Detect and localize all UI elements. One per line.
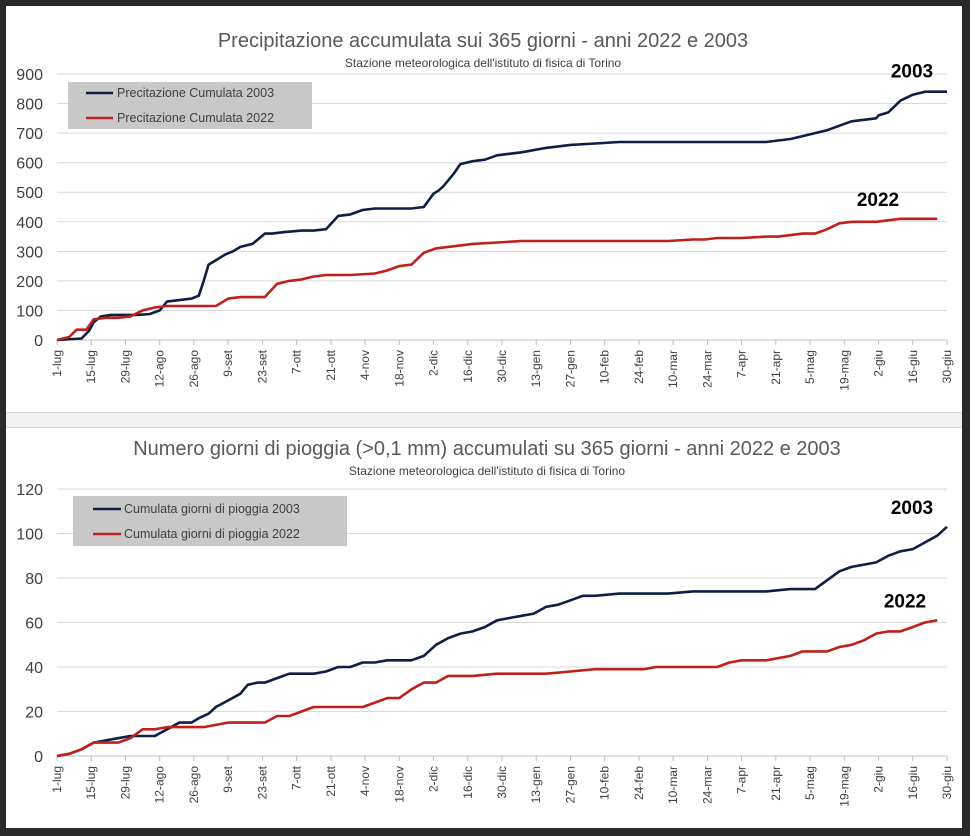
x-tick-label: 15-lug [84, 350, 98, 383]
x-tick-label: 23-set [255, 765, 269, 799]
chart-separator [6, 412, 962, 428]
x-tick-label: 16-giu [906, 766, 920, 799]
legend: Precitazione Cumulata 2003 Precitazione … [68, 82, 312, 129]
y-tick-label: 600 [16, 156, 43, 173]
x-tick-label: 16-giu [906, 350, 920, 383]
y-tick-label: 100 [16, 527, 43, 544]
x-tick-label: 26-ago [187, 766, 201, 804]
x-tick-label: 9-set [221, 765, 235, 792]
y-tick-label: 20 [25, 705, 43, 722]
grid-lines [57, 73, 947, 341]
axis: 0 20 40 60 80 100 120 1-lug 15-lug 29-lug 12-ago 26… [16, 482, 954, 807]
x-tick-label: 7-ott [290, 349, 304, 374]
x-tick-label: 4-nov [358, 766, 372, 796]
x-tick-label: 24-feb [632, 766, 646, 800]
x-tick-label: 18-nov [392, 350, 406, 387]
x-tick-label: 16-dic [461, 766, 475, 799]
series-line-2003 [56, 525, 948, 758]
chart-subtitle: Stazione meteorologica dell'istituto di … [345, 56, 622, 70]
x-tick-label: 24-mar [700, 766, 714, 804]
x-tick-label: 21-apr [769, 766, 783, 801]
y-tick-label: 0 [34, 749, 43, 766]
x-tick-label: 2-dic [427, 766, 441, 792]
chart-subtitle: Stazione meteorologica dell'istituto di … [349, 464, 626, 478]
series-end-label-2003: 2003 [891, 62, 933, 83]
x-tick-label: 13-gen [529, 766, 543, 803]
x-tick-label: 4-nov [358, 350, 372, 380]
x-tick-label: 10-mar [666, 350, 680, 388]
x-tick-label: 30-dic [495, 766, 509, 799]
x-tick-label: 27-gen [563, 350, 577, 387]
x-tick-label: 13-gen [529, 350, 543, 387]
y-tick-label: 60 [25, 616, 43, 633]
x-tick-label: 10-feb [598, 766, 612, 800]
legend-background [73, 496, 347, 546]
legend-label-2003: Precitazione Cumulata 2003 [117, 86, 274, 100]
y-tick-label: 300 [16, 244, 43, 261]
x-tick-label: 16-dic [461, 350, 475, 383]
x-tick-label: 24-feb [632, 350, 646, 384]
y-tick-label: 120 [16, 482, 43, 499]
x-tick-label: 29-lug [118, 766, 132, 799]
x-tick-label: 18-nov [392, 766, 406, 803]
y-tick-label: 500 [16, 185, 43, 202]
x-tick-label: 1-lug [50, 766, 64, 793]
y-tick-label: 0 [34, 333, 43, 350]
x-tick-label: 30-dic [495, 350, 509, 383]
x-tick-label: 21-ott [324, 349, 338, 380]
legend-label-2022: Precitazione Cumulata 2022 [117, 111, 274, 125]
x-tick-label: 1-lug [50, 350, 64, 377]
x-tick-label: 10-mar [666, 766, 680, 804]
legend: Cumulata giorni di pioggia 2003 Cumulata… [73, 496, 347, 546]
x-tick-label: 2-giu [872, 766, 886, 793]
x-tick-label: 2-giu [872, 350, 886, 377]
series-line-2003 [56, 90, 947, 342]
y-tick-label: 400 [16, 215, 43, 232]
series-end-label-2022: 2022 [857, 190, 899, 211]
legend-background [68, 82, 312, 129]
y-tick-label: 80 [25, 571, 43, 588]
y-tick-label: 100 [16, 303, 43, 320]
x-tick-label: 19-mag [837, 350, 851, 391]
x-tick-label: 26-ago [187, 350, 201, 388]
series-line-2022 [56, 619, 938, 758]
x-tick-label: 12-ago [153, 766, 167, 804]
x-tick-label: 9-set [221, 349, 235, 376]
x-tick-label: 27-gen [563, 766, 577, 803]
legend-label-2003: Cumulata giorni di pioggia 2003 [124, 502, 300, 516]
x-tick-label: 15-lug [84, 766, 98, 799]
x-tick-label: 10-feb [598, 350, 612, 384]
y-tick-label: 800 [16, 97, 43, 114]
series-group: 2003 2022 [56, 498, 948, 758]
chart-title: Precipitazione accumulata sui 365 giorni… [218, 30, 748, 52]
x-tick-label: 21-apr [769, 350, 783, 385]
x-tick-label: 5-mag [803, 350, 817, 384]
series-end-label-2003: 2003 [891, 498, 933, 519]
x-tick-label: 30-giu [940, 766, 954, 799]
x-tick-label: 7-apr [735, 350, 749, 378]
series-end-label-2022: 2022 [884, 591, 926, 612]
y-tick-label: 700 [16, 126, 43, 143]
x-tick-label: 19-mag [837, 766, 851, 807]
y-tick-label: 200 [16, 274, 43, 291]
x-tick-label: 29-lug [118, 350, 132, 383]
x-tick-label: 24-mar [700, 350, 714, 388]
series-line-2022 [56, 217, 938, 342]
x-tick-label: 7-ott [290, 765, 304, 790]
series-group: 2003 2022 [56, 62, 947, 342]
x-tick-label: 7-apr [735, 766, 749, 794]
x-tick-label: 30-giu [940, 350, 954, 383]
x-tick-label: 23-set [255, 349, 269, 383]
x-tick-label: 21-ott [324, 765, 338, 796]
x-tick-label: 12-ago [153, 350, 167, 388]
chart-title: Numero giorni di pioggia (>0,1 mm) accum… [133, 438, 841, 460]
legend-label-2022: Cumulata giorni di pioggia 2022 [124, 527, 300, 541]
x-tick-label: 2-dic [427, 350, 441, 376]
x-tick-label: 5-mag [803, 766, 817, 800]
axis: 0 100 200 300 400 500 600 700 800 900 1-lug 15-lug 2… [16, 67, 954, 391]
y-tick-label: 900 [16, 67, 43, 84]
y-tick-label: 40 [25, 660, 43, 677]
